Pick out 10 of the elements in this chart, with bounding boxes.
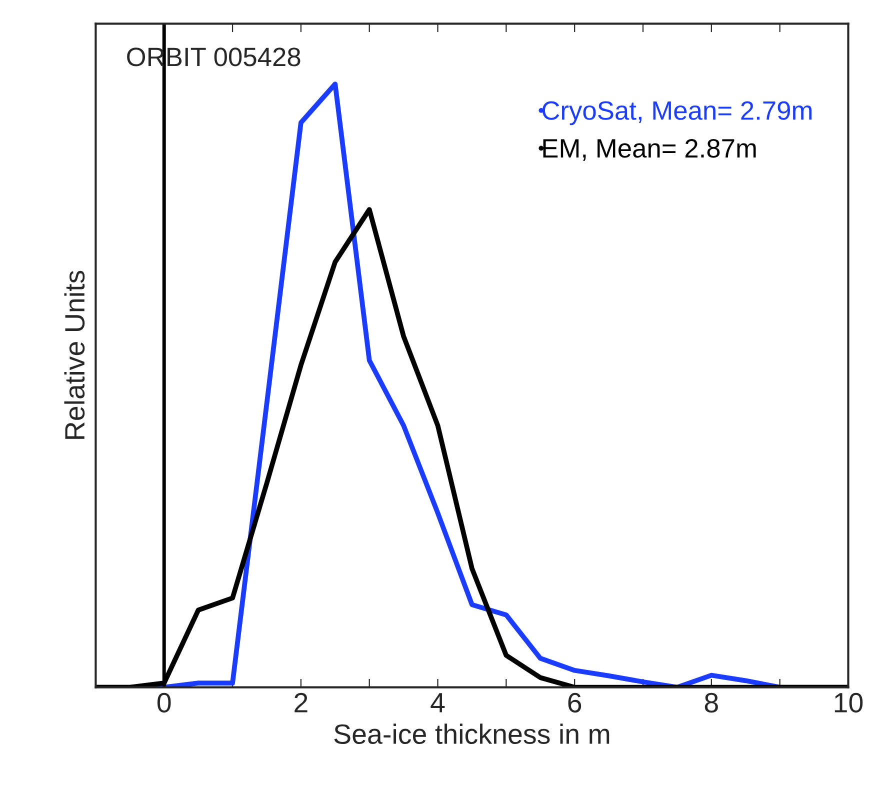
- x-axis-title: Sea-ice thickness in m: [334, 724, 610, 744]
- x-tick-label: 0: [157, 692, 171, 713]
- x-tick-label: 10: [834, 692, 863, 713]
- y-axis-title: Relative Units: [64, 270, 85, 439]
- x-tick-label: 8: [704, 692, 718, 713]
- x-tick-label: 4: [430, 693, 445, 712]
- legend-label: CryoSat, Mean= 2.79m: [542, 101, 812, 126]
- x-tick-label: 2: [294, 692, 308, 712]
- legend-label: EM, Mean= 2.87m: [543, 139, 756, 161]
- x-tick-label: 6: [568, 692, 582, 713]
